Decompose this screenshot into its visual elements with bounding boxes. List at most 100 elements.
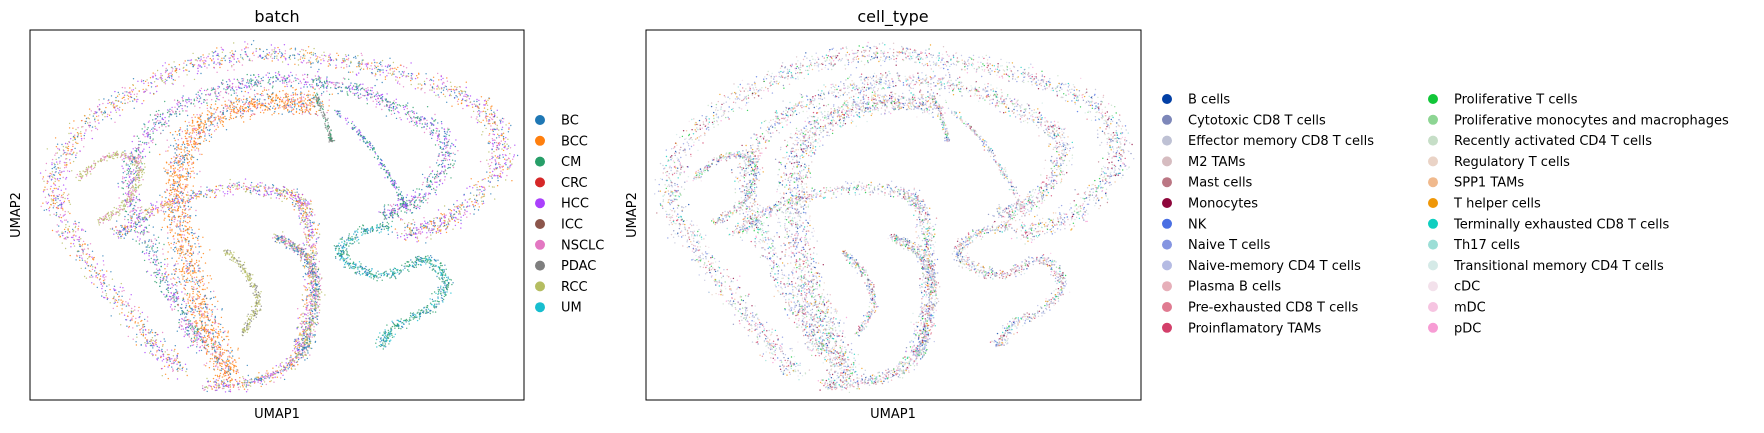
- batch-point: [161, 291, 163, 293]
- batch-point: [411, 212, 414, 214]
- batch-point: [505, 162, 507, 164]
- batch-point: [80, 131, 82, 133]
- batch-point: [404, 106, 407, 108]
- batch-point: [82, 253, 85, 255]
- batch-point: [186, 155, 188, 157]
- batch-point: [189, 62, 191, 65]
- batch-point: [438, 217, 441, 219]
- batch-point: [143, 230, 145, 232]
- batch-point: [231, 357, 233, 359]
- batch-point: [402, 86, 405, 88]
- batch-point: [486, 104, 489, 107]
- batch-point: [199, 116, 201, 119]
- batch-point: [203, 56, 205, 59]
- batch-point: [459, 206, 461, 209]
- batch-point: [81, 228, 83, 230]
- batch-point: [153, 93, 155, 95]
- batch-point: [496, 124, 498, 127]
- batch-point: [230, 54, 233, 57]
- batch-point: [175, 182, 177, 184]
- batch-point: [233, 78, 235, 80]
- batch-point: [237, 58, 239, 60]
- batch-point: [100, 110, 103, 113]
- batch-point: [187, 243, 190, 245]
- batch-point: [148, 258, 150, 261]
- batch-point: [405, 212, 408, 214]
- batch-point: [54, 164, 56, 166]
- batch-point: [346, 58, 348, 61]
- batch-point: [140, 327, 143, 330]
- batch-point: [505, 137, 507, 139]
- batch-point: [329, 81, 331, 83]
- batch-point: [204, 315, 206, 317]
- batch-point: [319, 79, 321, 81]
- batch-point: [145, 143, 148, 146]
- batch-point: [185, 264, 187, 267]
- batch-point: [394, 213, 396, 215]
- batch-point: [452, 152, 454, 154]
- batch-point: [264, 102, 267, 105]
- batch-point: [431, 137, 433, 140]
- batch-point: [384, 217, 387, 219]
- batch-point: [165, 126, 167, 128]
- batch-point: [305, 50, 307, 52]
- batch-point: [143, 148, 145, 150]
- batch-point: [171, 77, 173, 79]
- batch-point: [190, 206, 192, 208]
- batch-point: [122, 172, 125, 174]
- batch-point: [171, 362, 174, 365]
- batch-point: [353, 56, 355, 59]
- batch-point: [493, 133, 495, 136]
- batch-point: [410, 234, 413, 237]
- batch-point: [447, 140, 450, 143]
- batch-point: [185, 172, 188, 175]
- batch-point: [423, 227, 426, 229]
- batch-point: [374, 64, 376, 67]
- batch-point: [456, 96, 458, 98]
- batch-point: [217, 300, 219, 302]
- batch-point: [487, 180, 490, 182]
- batch-point: [424, 220, 426, 222]
- batch-point: [263, 58, 265, 60]
- batch-point: [289, 106, 291, 109]
- batch-point: [130, 163, 132, 165]
- batch-point: [173, 99, 176, 101]
- batch-point: [421, 116, 424, 118]
- batch-point: [398, 71, 400, 73]
- batch-point: [126, 315, 129, 317]
- batch-point: [241, 64, 244, 66]
- batch-point: [127, 164, 129, 166]
- batch-point: [227, 87, 229, 90]
- batch-point: [316, 92, 318, 95]
- batch-point: [148, 239, 150, 241]
- batch-point: [199, 296, 201, 298]
- batch-point: [471, 106, 474, 108]
- batch-point: [200, 349, 203, 352]
- batch-point: [429, 84, 432, 86]
- batch-point: [289, 80, 291, 82]
- batch-point: [405, 76, 407, 78]
- batch-point: [494, 128, 496, 131]
- batch-point: [94, 121, 97, 123]
- batch-point: [181, 213, 183, 216]
- batch-point: [384, 65, 387, 68]
- batch-point: [311, 78, 313, 81]
- batch-point: [95, 112, 97, 114]
- batch-point: [508, 128, 510, 130]
- batch-point: [294, 89, 296, 91]
- batch-point: [450, 214, 452, 216]
- batch-point: [191, 328, 194, 330]
- batch-point: [171, 349, 173, 351]
- batch-point: [307, 46, 310, 48]
- batch-point: [167, 289, 169, 292]
- batch-point: [149, 130, 151, 132]
- batch-point: [50, 203, 52, 206]
- batch-point: [52, 207, 54, 209]
- batch-point: [128, 169, 131, 171]
- batch-point: [149, 261, 152, 264]
- batch-point: [404, 238, 406, 240]
- batch-point: [135, 341, 137, 343]
- batch-point: [503, 158, 506, 160]
- batch-point: [187, 143, 189, 145]
- batch-point: [498, 141, 501, 144]
